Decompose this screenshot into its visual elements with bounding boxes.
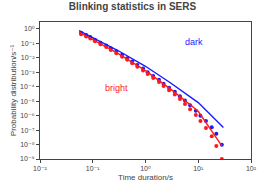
svg-text:10⁻¹: 10⁻¹: [21, 40, 35, 47]
svg-text:10⁰: 10⁰: [140, 165, 151, 172]
svg-text:10⁻²: 10⁻²: [21, 54, 35, 61]
svg-text:Probability distribution/s⁻¹: Probability distribution/s⁻¹: [9, 44, 18, 136]
svg-text:10⁻⁸: 10⁻⁸: [20, 141, 34, 148]
svg-text:10⁰: 10⁰: [24, 25, 35, 32]
svg-text:10⁻⁹: 10⁻⁹: [20, 155, 34, 162]
svg-text:10⁻⁵: 10⁻⁵: [20, 98, 34, 105]
svg-text:dark: dark: [185, 37, 203, 47]
svg-text:Time duration/s: Time duration/s: [118, 173, 173, 182]
svg-text:10⁻³: 10⁻³: [21, 69, 35, 76]
svg-text:10²: 10²: [246, 165, 257, 172]
svg-text:10⁻⁶: 10⁻⁶: [20, 112, 34, 119]
svg-text:10¹: 10¹: [193, 165, 204, 172]
svg-text:10⁻⁴: 10⁻⁴: [20, 83, 35, 90]
svg-text:10⁻²: 10⁻²: [33, 165, 47, 172]
svg-text:10⁻¹: 10⁻¹: [86, 165, 100, 172]
svg-text:10⁻⁷: 10⁻⁷: [21, 127, 35, 134]
svg-text:Blinking statistics in SERS: Blinking statistics in SERS: [69, 1, 197, 12]
svg-text:bright: bright: [105, 83, 128, 93]
